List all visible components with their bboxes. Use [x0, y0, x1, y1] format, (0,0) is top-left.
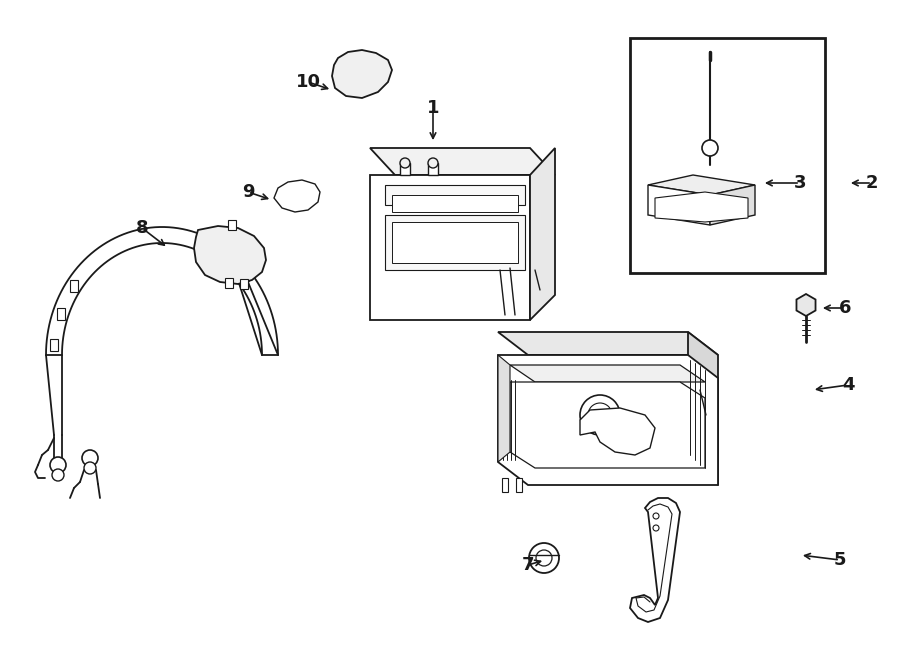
- Polygon shape: [69, 280, 77, 292]
- Polygon shape: [498, 332, 718, 355]
- Polygon shape: [194, 226, 266, 284]
- Circle shape: [580, 395, 620, 435]
- Polygon shape: [392, 222, 518, 263]
- Text: 2: 2: [866, 174, 878, 192]
- Polygon shape: [400, 163, 410, 175]
- Polygon shape: [655, 192, 748, 222]
- Circle shape: [50, 457, 66, 473]
- Circle shape: [536, 550, 552, 566]
- Polygon shape: [392, 195, 518, 212]
- Text: 8: 8: [136, 219, 149, 237]
- Circle shape: [428, 158, 438, 168]
- Circle shape: [653, 525, 659, 531]
- Polygon shape: [630, 498, 680, 622]
- Polygon shape: [240, 279, 248, 289]
- Polygon shape: [370, 148, 555, 175]
- Text: 6: 6: [839, 299, 851, 317]
- Polygon shape: [428, 163, 438, 175]
- Polygon shape: [332, 50, 392, 98]
- Polygon shape: [498, 355, 718, 485]
- Polygon shape: [228, 220, 236, 230]
- Text: 7: 7: [522, 556, 535, 574]
- Polygon shape: [710, 185, 755, 225]
- Text: 4: 4: [842, 376, 854, 394]
- Polygon shape: [688, 332, 718, 485]
- Circle shape: [52, 469, 64, 481]
- Circle shape: [588, 403, 612, 427]
- Polygon shape: [274, 180, 320, 212]
- Polygon shape: [510, 382, 705, 468]
- Polygon shape: [385, 185, 525, 205]
- Circle shape: [653, 513, 659, 519]
- Polygon shape: [502, 478, 508, 492]
- Polygon shape: [648, 185, 710, 225]
- Circle shape: [84, 462, 96, 474]
- Circle shape: [82, 450, 98, 466]
- Polygon shape: [498, 355, 510, 462]
- Polygon shape: [796, 294, 815, 316]
- Polygon shape: [580, 408, 655, 455]
- Text: 3: 3: [794, 174, 806, 192]
- Polygon shape: [510, 365, 705, 382]
- Bar: [630, 38, 825, 273]
- Circle shape: [529, 543, 559, 573]
- Polygon shape: [57, 308, 65, 320]
- Polygon shape: [370, 175, 530, 320]
- Polygon shape: [50, 338, 58, 350]
- Circle shape: [702, 140, 718, 156]
- Polygon shape: [648, 175, 755, 195]
- Text: 10: 10: [295, 73, 320, 91]
- Circle shape: [400, 158, 410, 168]
- Polygon shape: [225, 278, 233, 288]
- Polygon shape: [516, 478, 522, 492]
- Text: 1: 1: [427, 99, 439, 117]
- Polygon shape: [385, 215, 525, 270]
- Text: 9: 9: [242, 183, 254, 201]
- Polygon shape: [46, 227, 278, 355]
- Text: 5: 5: [833, 551, 846, 569]
- Polygon shape: [530, 148, 555, 320]
